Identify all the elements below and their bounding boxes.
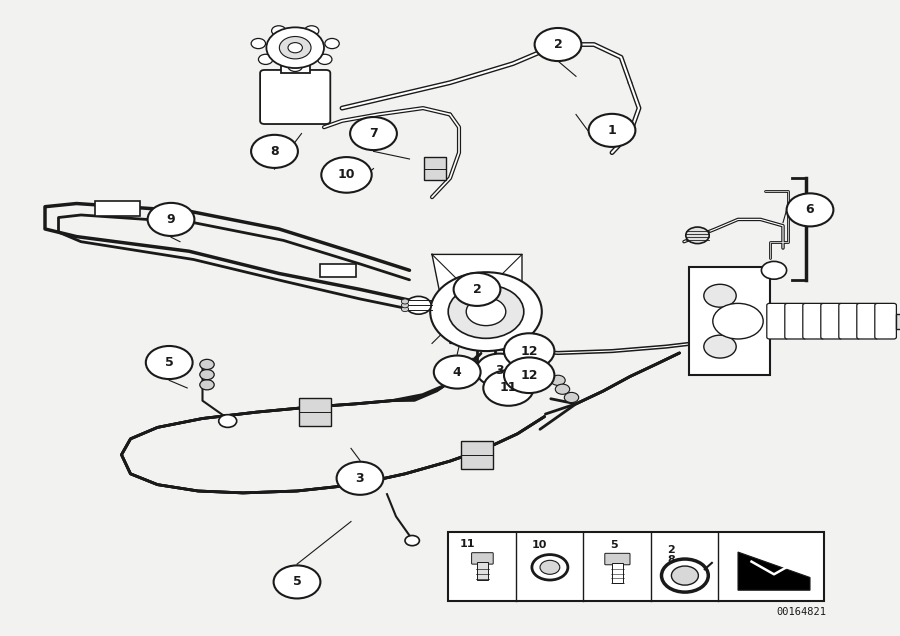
Circle shape	[405, 536, 419, 546]
Text: 3: 3	[356, 472, 364, 485]
Polygon shape	[738, 552, 810, 590]
Text: 4: 4	[453, 366, 462, 378]
Circle shape	[532, 555, 568, 580]
Circle shape	[671, 566, 698, 585]
Text: 2: 2	[667, 544, 675, 555]
Circle shape	[321, 157, 372, 193]
Bar	[461, 441, 493, 469]
Circle shape	[483, 370, 534, 406]
Bar	[477, 562, 488, 580]
FancyBboxPatch shape	[785, 303, 806, 339]
Text: 12: 12	[520, 369, 538, 382]
Circle shape	[146, 346, 193, 379]
Circle shape	[454, 273, 500, 306]
Circle shape	[272, 26, 286, 36]
Circle shape	[304, 26, 319, 36]
Circle shape	[564, 392, 579, 403]
FancyBboxPatch shape	[875, 303, 896, 339]
Circle shape	[266, 27, 324, 68]
Text: 5: 5	[610, 540, 617, 550]
Bar	[424, 157, 446, 180]
Circle shape	[713, 303, 763, 339]
Circle shape	[466, 298, 506, 326]
Polygon shape	[688, 267, 770, 375]
Circle shape	[686, 227, 709, 244]
Text: 12: 12	[520, 345, 538, 357]
Bar	[612, 563, 623, 583]
Polygon shape	[432, 254, 522, 343]
Circle shape	[430, 272, 542, 351]
Circle shape	[551, 375, 565, 385]
Circle shape	[258, 54, 273, 64]
Text: 11: 11	[500, 382, 518, 394]
Text: 10: 10	[532, 540, 547, 550]
Circle shape	[535, 28, 581, 61]
Circle shape	[787, 193, 833, 226]
Bar	[281, 57, 310, 73]
Circle shape	[251, 38, 266, 48]
Bar	[320, 264, 356, 277]
FancyBboxPatch shape	[821, 303, 842, 339]
Text: 00164821: 00164821	[776, 607, 826, 617]
Circle shape	[540, 560, 560, 574]
Text: 6: 6	[806, 204, 814, 216]
Circle shape	[200, 370, 214, 380]
Circle shape	[337, 462, 383, 495]
Bar	[94, 201, 140, 216]
Text: 7: 7	[369, 127, 378, 140]
Circle shape	[200, 380, 214, 390]
Circle shape	[401, 303, 409, 308]
Text: 2: 2	[472, 283, 482, 296]
Circle shape	[434, 356, 481, 389]
Text: 11: 11	[460, 539, 475, 549]
Circle shape	[662, 559, 708, 592]
FancyBboxPatch shape	[803, 303, 824, 339]
Text: 10: 10	[338, 169, 356, 181]
FancyBboxPatch shape	[767, 303, 788, 339]
Circle shape	[401, 307, 409, 312]
Text: 8: 8	[667, 555, 675, 565]
Circle shape	[251, 135, 298, 168]
Circle shape	[279, 36, 311, 59]
Bar	[448, 532, 824, 601]
Circle shape	[406, 296, 431, 314]
Circle shape	[325, 38, 339, 48]
Circle shape	[555, 384, 570, 394]
Text: 8: 8	[270, 145, 279, 158]
Text: 2: 2	[554, 38, 562, 51]
Circle shape	[504, 333, 554, 369]
Circle shape	[288, 43, 302, 53]
FancyBboxPatch shape	[472, 553, 493, 564]
FancyBboxPatch shape	[839, 303, 860, 339]
Circle shape	[219, 415, 237, 427]
Circle shape	[274, 565, 320, 598]
FancyBboxPatch shape	[605, 553, 630, 565]
Circle shape	[350, 117, 397, 150]
Bar	[896, 314, 900, 329]
Circle shape	[589, 114, 635, 147]
FancyBboxPatch shape	[260, 70, 330, 124]
Circle shape	[318, 54, 332, 64]
Circle shape	[704, 335, 736, 358]
Circle shape	[504, 357, 554, 393]
Circle shape	[704, 284, 736, 307]
Text: 5: 5	[292, 576, 302, 588]
Circle shape	[148, 203, 194, 236]
Circle shape	[288, 61, 302, 71]
Text: 1: 1	[608, 124, 616, 137]
Circle shape	[200, 359, 214, 370]
Text: 5: 5	[165, 356, 174, 369]
Text: 9: 9	[166, 213, 176, 226]
Bar	[299, 398, 331, 426]
FancyBboxPatch shape	[857, 303, 878, 339]
Circle shape	[761, 261, 787, 279]
Circle shape	[448, 285, 524, 338]
Text: 3: 3	[495, 364, 504, 377]
Circle shape	[476, 354, 523, 387]
Circle shape	[401, 299, 409, 304]
